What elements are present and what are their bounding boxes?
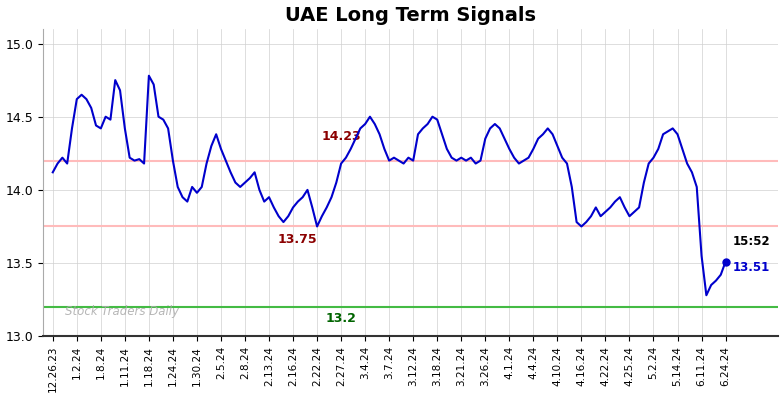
Text: 15:52: 15:52 — [733, 234, 771, 248]
Title: UAE Long Term Signals: UAE Long Term Signals — [285, 6, 536, 25]
Text: 13.2: 13.2 — [325, 312, 357, 325]
Text: 13.51: 13.51 — [733, 261, 770, 274]
Text: Stock Traders Daily: Stock Traders Daily — [65, 305, 180, 318]
Text: 14.23: 14.23 — [321, 130, 361, 143]
Text: 13.75: 13.75 — [278, 232, 318, 246]
